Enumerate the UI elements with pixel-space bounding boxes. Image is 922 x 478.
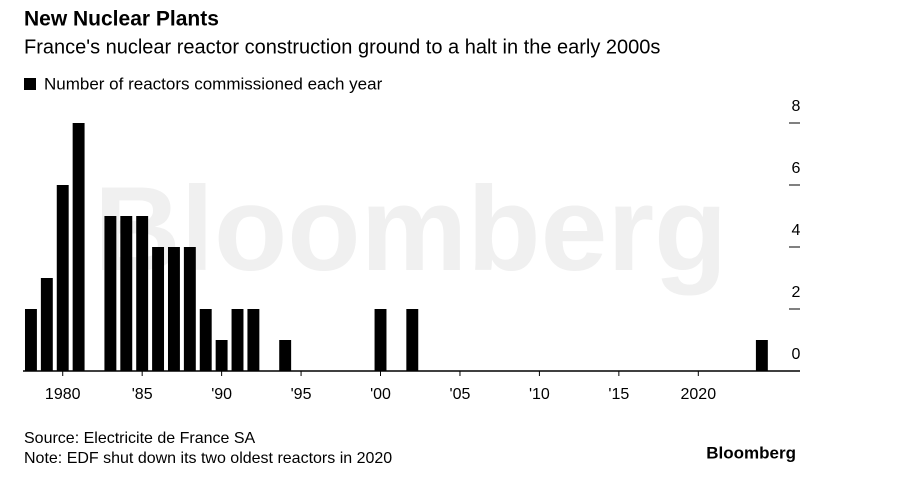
x-tick-label: '85	[132, 386, 153, 403]
y-tick-label: 4	[792, 222, 801, 239]
bar	[199, 309, 212, 371]
bar	[247, 309, 260, 371]
note: Note: EDF shut down its two oldest react…	[24, 450, 392, 467]
legend-label: Number of reactors commissioned each yea…	[44, 74, 383, 93]
bar	[406, 309, 419, 371]
bar	[40, 278, 53, 371]
bar	[72, 123, 85, 371]
x-tick-label: '95	[291, 386, 312, 403]
x-tick-label: '15	[608, 386, 629, 403]
bar	[104, 216, 117, 371]
bar	[279, 340, 292, 371]
watermark: Bloomberg	[94, 162, 727, 296]
bar	[167, 247, 180, 371]
bar	[136, 216, 149, 371]
bar	[56, 185, 69, 371]
bar	[24, 309, 37, 371]
bar	[374, 309, 387, 371]
x-tick-label: 1980	[45, 386, 81, 403]
chart-title: New Nuclear Plants	[24, 8, 219, 31]
legend-swatch	[24, 78, 36, 90]
bar	[152, 247, 165, 371]
x-tick-label: '90	[211, 386, 232, 403]
x-tick-label: '10	[529, 386, 550, 403]
chart-subtitle: France's nuclear reactor construction gr…	[24, 36, 660, 58]
x-tick-label: 2020	[681, 386, 717, 403]
source: Source: Electricite de France SA	[24, 430, 256, 447]
y-tick-label: 0	[792, 346, 801, 363]
bar	[215, 340, 228, 371]
bar	[755, 340, 768, 371]
bar	[183, 247, 196, 371]
bar	[231, 309, 244, 371]
y-tick-label: 6	[792, 160, 801, 177]
y-tick-label: 2	[792, 284, 801, 301]
y-tick-label: 8	[792, 98, 801, 115]
x-tick-label: '05	[450, 386, 471, 403]
x-tick-label: '00	[370, 386, 391, 403]
bar	[120, 216, 133, 371]
brand: Bloomberg	[706, 443, 796, 462]
